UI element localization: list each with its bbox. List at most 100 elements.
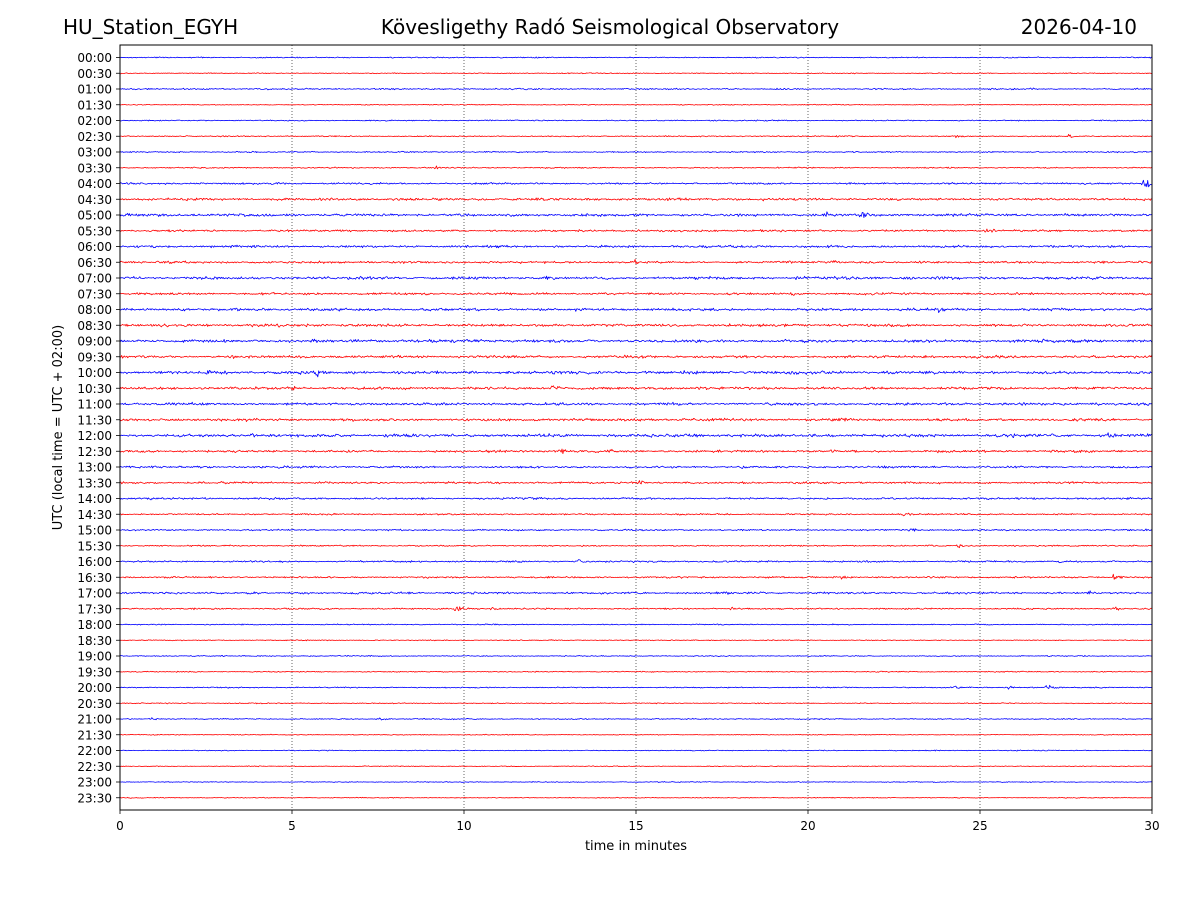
y-tick-label-0230: 02:30: [77, 130, 112, 144]
trace-2230: [119, 765, 1153, 768]
x-tick-label-0: 0: [116, 819, 124, 833]
trace-1630: [119, 573, 1153, 580]
trace-1930: [119, 670, 1153, 673]
y-tick-label-0730: 07:30: [77, 287, 112, 301]
trace-0900: [119, 338, 1153, 344]
y-tick-label-0630: 06:30: [77, 256, 112, 270]
y-tick-label-0330: 03:30: [77, 161, 112, 175]
y-tick-label-1030: 10:30: [77, 382, 112, 396]
trace-2130: [119, 733, 1153, 736]
y-tick-label-1200: 12:00: [77, 429, 112, 443]
y-tick-label-2330: 23:30: [77, 791, 112, 805]
y-tick-label-2100: 21:00: [77, 713, 112, 727]
trace-0600: [119, 244, 1153, 249]
y-tick-label-1830: 18:30: [77, 634, 112, 648]
y-axis-label: UTC (local time = UTC + 02:00): [51, 325, 66, 530]
y-tick-label-0130: 01:30: [77, 98, 112, 112]
y-tick-label-1430: 14:30: [77, 508, 112, 522]
trace-0800: [119, 307, 1153, 314]
trace-2030: [119, 702, 1153, 705]
trace-0100: [119, 87, 1153, 91]
y-tick-label-1330: 13:30: [77, 476, 112, 490]
y-tick-label-2300: 23:00: [77, 776, 112, 790]
trace-1700: [119, 590, 1153, 595]
x-tick-label-5: 5: [288, 819, 296, 833]
trace-1230: [119, 448, 1153, 455]
y-tick-label-0400: 04:00: [77, 177, 112, 191]
y-tick-label-1100: 11:00: [77, 398, 112, 412]
trace-1130: [119, 417, 1153, 422]
trace-1730: [119, 606, 1153, 612]
y-tick-label-1900: 19:00: [77, 650, 112, 664]
trace-2330: [119, 796, 1153, 799]
y-tick-label-0200: 02:00: [77, 114, 112, 128]
trace-0130: [119, 103, 1153, 106]
y-tick-label-1000: 10:00: [77, 366, 112, 380]
trace-0830: [119, 323, 1153, 328]
x-tick-label-15: 15: [628, 819, 643, 833]
y-tick-label-1300: 13:00: [77, 461, 112, 475]
y-tick-label-2130: 21:30: [77, 728, 112, 742]
y-tick-label-0500: 05:00: [77, 209, 112, 223]
trace-2200: [119, 749, 1153, 752]
trace-0730: [119, 291, 1153, 296]
trace-1500: [119, 528, 1153, 532]
y-tick-label-1800: 18:00: [77, 618, 112, 632]
trace-0700: [119, 275, 1153, 281]
y-tick-label-0300: 03:00: [77, 146, 112, 160]
trace-1330: [119, 480, 1153, 485]
trace-1830: [119, 639, 1153, 642]
trace-1400: [119, 496, 1153, 501]
y-tick-label-0430: 04:30: [77, 193, 112, 207]
y-tick-label-1930: 19:30: [77, 665, 112, 679]
y-tick-label-1530: 15:30: [77, 539, 112, 553]
y-tick-label-0100: 01:00: [77, 83, 112, 97]
y-tick-label-0830: 08:30: [77, 319, 112, 333]
chart-title: Kövesligethy Radó Seismological Observat…: [380, 15, 840, 39]
trace-1530: [119, 544, 1153, 549]
trace-2000: [119, 684, 1153, 690]
trace-0530: [119, 228, 1153, 233]
y-tick-label-0030: 00:30: [77, 67, 112, 81]
trace-0000: [119, 56, 1153, 59]
trace-1030: [119, 385, 1153, 391]
y-tick-label-0600: 06:00: [77, 240, 112, 254]
trace-1800: [119, 623, 1153, 626]
trace-2100: [119, 717, 1153, 721]
trace-1900: [119, 654, 1153, 658]
x-tick-label-10: 10: [456, 819, 471, 833]
y-tick-label-1630: 16:30: [77, 571, 112, 585]
trace-0330: [119, 165, 1153, 170]
trace-1430: [119, 512, 1153, 517]
x-tick-label-30: 30: [1144, 819, 1159, 833]
y-tick-label-1400: 14:00: [77, 492, 112, 506]
trace-1100: [119, 401, 1153, 406]
y-tick-label-2200: 22:00: [77, 744, 112, 758]
trace-1600: [119, 559, 1153, 564]
trace-0030: [119, 72, 1153, 75]
y-tick-label-0930: 09:30: [77, 350, 112, 364]
trace-0500: [119, 211, 1153, 218]
y-tick-label-2000: 20:00: [77, 681, 112, 695]
y-tick-label-1130: 11:30: [77, 413, 112, 427]
x-axis-label: time in minutes: [585, 839, 687, 854]
grid-lines: [291, 45, 981, 810]
y-tick-label-0000: 00:00: [77, 51, 112, 65]
y-tick-label-2030: 20:30: [77, 697, 112, 711]
y-tick-label-2230: 22:30: [77, 760, 112, 774]
trace-0930: [119, 354, 1153, 359]
trace-2300: [119, 781, 1153, 783]
y-tick-label-1230: 12:30: [77, 445, 112, 459]
x-tick-label-20: 20: [800, 819, 815, 833]
x-tick-label-25: 25: [972, 819, 987, 833]
date-label: 2026-04-10: [1020, 15, 1137, 39]
y-tick-label-1700: 17:00: [77, 587, 112, 601]
station-label: HU_Station_EGYH: [63, 15, 239, 39]
y-tick-label-0900: 09:00: [77, 335, 112, 349]
trace-0430: [119, 197, 1153, 202]
y-tick-label-0800: 08:00: [77, 303, 112, 317]
y-tick-label-0700: 07:00: [77, 272, 112, 286]
trace-1000: [119, 370, 1153, 378]
